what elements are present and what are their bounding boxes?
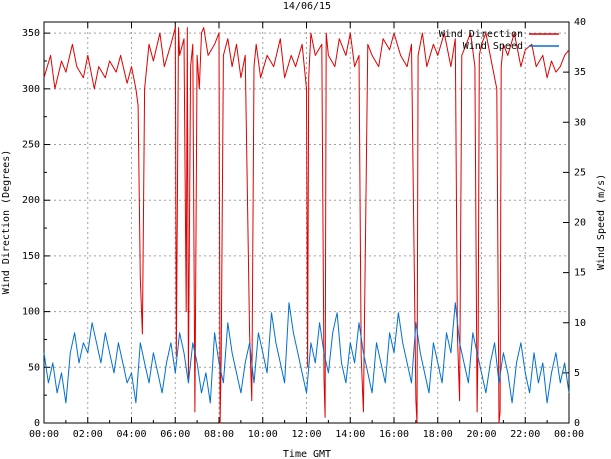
x-tick-label: 22:00	[510, 429, 540, 440]
y-left-tick-label: 300	[22, 84, 40, 95]
y-left-tick-label: 200	[22, 195, 40, 206]
x-axis: 00:00 02:00 04:00 06:00 08:00 10:00 12:00 14:00…	[29, 22, 584, 440]
y-right-tick-label: 25	[574, 167, 586, 178]
y-left-tick-label: 250	[22, 140, 40, 151]
y-right-tick-label: 15	[574, 268, 586, 279]
y-left-tick-label: 150	[22, 251, 40, 262]
y-left-tick-label: 350	[22, 28, 40, 39]
y-right-tick-label: 20	[574, 218, 586, 229]
y-left-axis: 0 50 100 150 200 250 300 350	[22, 28, 50, 429]
y-right-tick-label: 30	[574, 117, 586, 128]
x-tick-label: 16:00	[379, 429, 409, 440]
y-left-axis-label: Wind Direction (Degrees)	[1, 150, 12, 295]
series-line-wind-speed	[43, 302, 570, 404]
x-tick-label: 14:00	[335, 429, 365, 440]
x-tick-label: 02:00	[73, 429, 103, 440]
x-tick-label: 08:00	[204, 429, 234, 440]
x-tick-label: 00:00	[29, 429, 59, 440]
x-tick-label: 12:00	[291, 429, 321, 440]
y-right-tick-label: 5	[574, 368, 580, 379]
y-right-tick-label: 40	[574, 17, 586, 28]
x-tick-label: 04:00	[116, 429, 146, 440]
x-tick-label: 20:00	[466, 429, 496, 440]
legend-label-wind-speed: Wind Speed	[463, 41, 523, 52]
x-axis-label: Time GMT	[283, 449, 331, 459]
x-tick-label: 06:00	[160, 429, 190, 440]
legend: Wind Direction Wind Speed	[439, 29, 559, 52]
y-left-tick-label: 50	[28, 362, 40, 373]
x-tick-label: 10:00	[248, 429, 278, 440]
chart-title: 14/06/15	[283, 1, 331, 12]
legend-label-wind-direction: Wind Direction	[439, 29, 523, 40]
y-right-tick-label: 0	[574, 418, 580, 429]
y-right-tick-label: 35	[574, 67, 586, 78]
y-right-axis-label: Wind Speed (m/s)	[596, 174, 607, 270]
y-left-tick-label: 0	[34, 418, 40, 429]
y-right-axis: 0 5 10 15 20 25 30 35 40	[563, 17, 586, 429]
y-left-tick-label: 100	[22, 307, 40, 318]
x-tick-label: 18:00	[423, 429, 453, 440]
x-tick-label: 00:00	[554, 429, 584, 440]
y-right-tick-label: 10	[574, 318, 586, 329]
series-layer	[43, 27, 570, 424]
series-line-wind-direction	[43, 27, 570, 424]
